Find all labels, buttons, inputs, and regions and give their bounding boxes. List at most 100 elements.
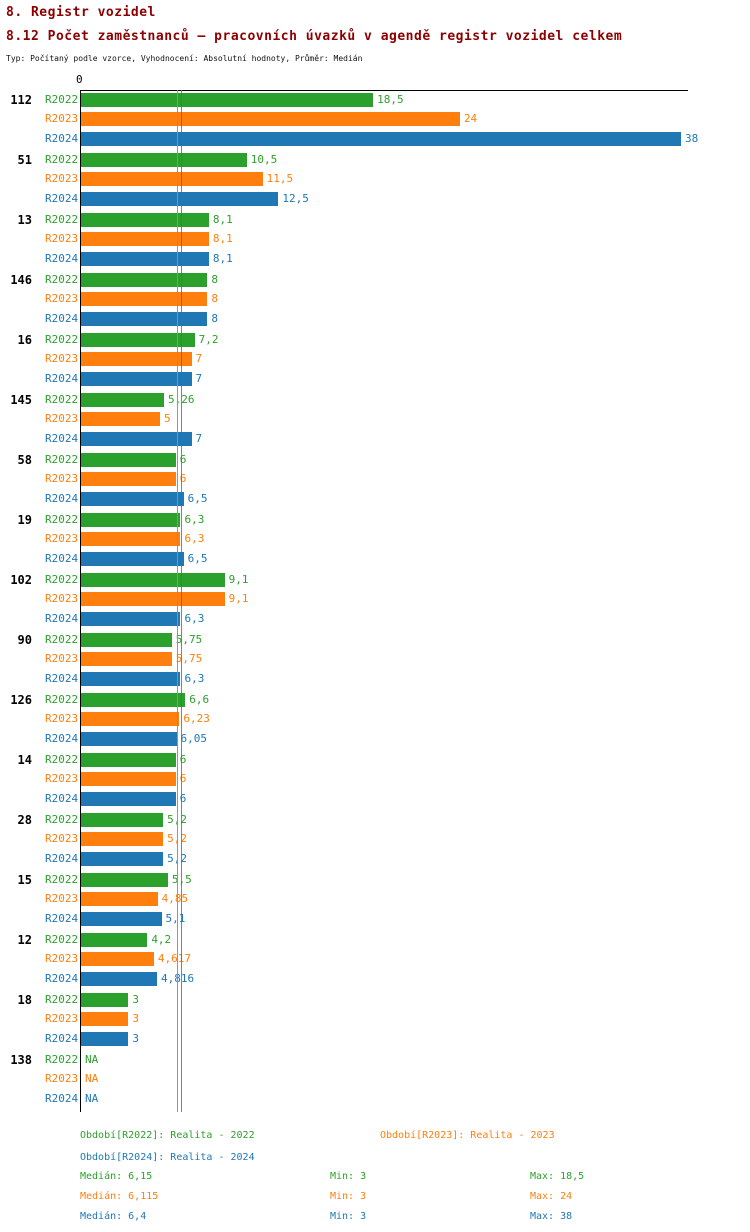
series-row-label: R2023 <box>45 172 79 185</box>
bar-value-label: 7 <box>195 372 203 385</box>
bar-r2023 <box>81 772 176 786</box>
bar-r2024 <box>81 672 181 686</box>
series-row-label: R2024 <box>45 372 79 385</box>
bar-value-label: 8 <box>211 273 218 286</box>
chart-title: 8.12 Počet zaměstnanců – pracovních úvaz… <box>6 29 623 44</box>
series-row-label: R2024 <box>45 1092 79 1105</box>
bar-value-label: 6,3 <box>184 513 205 526</box>
grouped-bar-chart: 0 112 R2022 18,5 R2023 24 R2024 38 51 R2022 10,5 R2… <box>10 73 699 1112</box>
bar-r2024 <box>81 1032 129 1046</box>
series-row-label: R2023 <box>45 772 79 785</box>
series-row-label: R2022 <box>45 93 79 106</box>
group-label: 145 <box>10 393 32 407</box>
bar-value-label: 6 <box>179 753 187 766</box>
bar-value-label: 24 <box>463 112 478 125</box>
bar-value-label: 18,5 <box>377 93 404 106</box>
bar-r2023 <box>81 472 176 486</box>
series-row-label: R2022 <box>45 1053 79 1066</box>
bar-r2022 <box>81 273 208 287</box>
bar-r2023 <box>81 712 180 726</box>
group-label: 51 <box>17 153 32 167</box>
group-label: 28 <box>17 813 32 827</box>
bar-r2022 <box>81 213 209 227</box>
series-row-label: R2023 <box>45 1012 79 1025</box>
bar-value-label: 6,3 <box>184 672 205 685</box>
bar-value-label: 6,5 <box>187 552 208 565</box>
bar-value-label: 5 <box>163 412 171 425</box>
series-row-label: R2024 <box>45 192 79 205</box>
group-label: 18 <box>17 993 32 1007</box>
series-row-label: R2023 <box>45 652 79 665</box>
bar-r2024 <box>81 612 181 626</box>
bar-value-label: 6,5 <box>187 492 208 505</box>
series-row-label: R2024 <box>45 252 79 265</box>
series-row-label: R2022 <box>45 153 79 166</box>
group-label: 19 <box>17 513 32 527</box>
bar-r2023 <box>81 232 209 246</box>
group-label: 90 <box>17 633 32 647</box>
series-row-label: R2024 <box>45 312 79 325</box>
legend-entry-r2022: Období[R2022]: Realita - 2022 <box>80 1130 255 1141</box>
bar-value-label: 3 <box>132 993 139 1006</box>
plot-top-border <box>80 90 688 91</box>
bar-value-label: 6 <box>179 792 187 805</box>
series-row-label: R2022 <box>45 633 79 646</box>
bar-value-label: 7 <box>195 432 203 445</box>
x-axis-zero-label: 0 <box>76 73 83 86</box>
bar-r2024 <box>81 492 184 506</box>
legend-entry-r2024: Období[R2024]: Realita - 2024 <box>80 1152 255 1163</box>
stat-min-r2023: Min: 3 <box>330 1191 367 1202</box>
bar-value-label: 4,85 <box>161 892 189 905</box>
series-row-label: R2023 <box>45 832 79 845</box>
bar-r2022 <box>81 933 148 947</box>
group-label: 58 <box>17 453 32 467</box>
bar-value-label: NA <box>85 1092 99 1105</box>
series-row-label: R2022 <box>45 513 79 526</box>
series-row-label: R2023 <box>45 412 79 425</box>
bar-value-label: 6 <box>179 453 187 466</box>
bar-r2024 <box>81 312 208 326</box>
bar-r2024 <box>81 552 184 566</box>
bar-value-label: 6,3 <box>184 612 205 625</box>
stat-median-r2022: Medián: 6,15 <box>80 1171 153 1182</box>
stat-min-r2022: Min: 3 <box>330 1171 367 1182</box>
bar-r2022 <box>81 153 247 167</box>
series-row-label: R2023 <box>45 532 79 545</box>
bar-r2022 <box>81 633 172 647</box>
bar-r2022 <box>81 813 164 827</box>
series-row-label: R2024 <box>45 132 79 145</box>
bar-value-label: 10,5 <box>250 153 278 166</box>
series-row-label: R2024 <box>45 672 79 685</box>
series-row-label: R2023 <box>45 232 79 245</box>
bar-value-label: 6 <box>179 472 187 485</box>
bar-r2023 <box>81 112 460 126</box>
median-line-r2023 <box>176 90 178 1112</box>
bar-r2022 <box>81 573 225 587</box>
stat-median-r2024: Medián: 6,4 <box>80 1211 147 1222</box>
bar-r2022 <box>81 513 181 527</box>
series-row-label: R2024 <box>45 432 79 445</box>
bar-value-label: 3 <box>132 1012 139 1025</box>
series-row-label: R2024 <box>45 492 79 505</box>
series-row-label: R2022 <box>45 453 79 466</box>
bar-r2023 <box>81 532 181 546</box>
median-line-r2022 <box>177 90 179 1112</box>
group-label: 112 <box>10 93 32 107</box>
bar-value-label: 3 <box>132 1032 139 1045</box>
bar-value-label: 38 <box>685 132 699 145</box>
bar-r2024 <box>81 432 192 446</box>
bar-r2023 <box>81 412 160 426</box>
y-axis-line <box>80 90 81 1112</box>
series-row-label: R2022 <box>45 393 79 406</box>
bar-r2022 <box>81 693 186 707</box>
bar-value-label: 9,1 <box>228 592 249 605</box>
median-line-r2024 <box>181 90 183 1112</box>
stat-min-r2024: Min: 3 <box>330 1211 367 1222</box>
bar-value-label: 5,75 <box>175 633 203 646</box>
series-row-label: R2024 <box>45 552 79 565</box>
series-row-label: R2023 <box>45 952 79 965</box>
stat-median-r2023: Medián: 6,115 <box>80 1191 159 1202</box>
bar-r2022 <box>81 873 168 887</box>
bar-r2023 <box>81 832 164 846</box>
